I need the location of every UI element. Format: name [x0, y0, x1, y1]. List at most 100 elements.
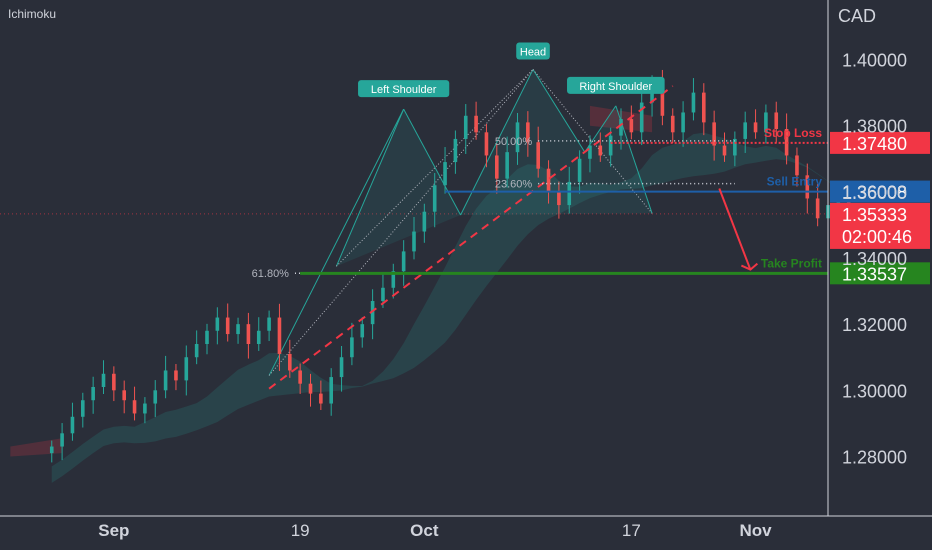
- y-tick-label: 1.32000: [842, 315, 907, 335]
- pattern-dotted-line: [268, 69, 534, 376]
- candle-body: [463, 115, 468, 139]
- candle-body: [526, 122, 530, 143]
- candle-body: [619, 119, 623, 136]
- candle-body: [484, 132, 489, 156]
- x-tick-label: Sep: [98, 521, 129, 540]
- currency-label: CAD: [838, 6, 877, 26]
- candle-body: [515, 122, 520, 153]
- candle-body: [205, 330, 209, 344]
- candle-body: [81, 400, 85, 417]
- candle-body: [598, 145, 603, 156]
- candle-body: [784, 129, 789, 156]
- indicator-name[interactable]: Ichimoku: [8, 7, 57, 21]
- price-tag-value: 1.37480: [842, 134, 907, 154]
- candle-body: [401, 251, 406, 272]
- pattern-fill: [336, 69, 653, 267]
- projection-arrow: [718, 188, 752, 270]
- candle-body: [681, 112, 685, 133]
- candle-body: [557, 191, 561, 206]
- candle-body: [453, 138, 458, 163]
- candle-body: [132, 400, 137, 414]
- candle-body: [795, 155, 799, 176]
- candle-body: [764, 112, 768, 133]
- candle-body: [267, 317, 271, 331]
- candle-body: [412, 231, 416, 252]
- candle-body: [629, 119, 634, 133]
- candle-body: [329, 377, 333, 404]
- candle-body: [288, 353, 292, 371]
- candle-body: [422, 211, 427, 232]
- time-axis: Sep 19 Oct 17 Nov: [0, 515, 932, 540]
- candle-body: [536, 142, 540, 169]
- candle-body: [143, 403, 147, 414]
- candle-body: [650, 86, 654, 103]
- candle-body: [236, 324, 240, 335]
- candle-body: [805, 175, 810, 199]
- candle-body: [298, 370, 302, 384]
- candle-body: [660, 86, 665, 116]
- candle-body: [722, 145, 727, 156]
- pattern-label-left-shoulder: Left Shoulder: [371, 84, 437, 96]
- pattern-dotted-line: [336, 69, 534, 267]
- y-tick-label: 1.34000: [842, 249, 907, 269]
- candle-body: [91, 387, 95, 401]
- candle-body: [60, 433, 64, 447]
- candle-body: [639, 102, 644, 133]
- level-label: Stop Loss: [764, 126, 822, 140]
- candle-body: [225, 317, 230, 335]
- candle-body: [184, 357, 189, 381]
- level-label: Sell Entry: [767, 175, 823, 189]
- fib-label: 50.00%: [495, 136, 533, 148]
- pattern-edge: [403, 108, 462, 216]
- candle-body: [577, 158, 582, 182]
- x-tick-label: 17: [622, 521, 641, 540]
- candle-body: [774, 112, 779, 129]
- candle-body: [308, 383, 313, 394]
- candle-body: [163, 370, 168, 391]
- price-tag: [830, 131, 930, 154]
- pattern-edge: [335, 108, 405, 267]
- candle-body: [381, 287, 385, 301]
- fib-label: 61.80%: [252, 268, 290, 280]
- pattern-edge: [532, 69, 586, 153]
- candle-body: [474, 115, 478, 133]
- candle-body: [370, 301, 375, 325]
- candle-body: [101, 373, 106, 387]
- price-tag-value: 1.33537: [842, 264, 907, 284]
- candle-body: [112, 373, 116, 391]
- price-axis: 1.28000 1.30000 1.32000 1.34000 1.36000 1.380…: [827, 0, 930, 516]
- level-label: Take Profit: [761, 256, 822, 270]
- candle-body: [815, 198, 820, 219]
- projection-arrow-head: [740, 262, 759, 271]
- price-tag: [830, 262, 930, 285]
- x-tick-label: Nov: [739, 521, 772, 540]
- cloud-bullish: [51, 132, 880, 483]
- candle-body: [443, 162, 447, 186]
- pattern-label-bg: [516, 42, 550, 60]
- candle-body: [49, 446, 54, 454]
- candle-body: [391, 271, 396, 288]
- candle-body: [495, 155, 499, 179]
- pattern-label-head: Head: [520, 46, 546, 58]
- cloud-bearish-left: [10, 438, 63, 457]
- candle-body: [505, 152, 509, 179]
- candle-body: [319, 393, 323, 404]
- candle-body: [256, 330, 261, 344]
- current-price-value: 1.35333: [842, 205, 907, 225]
- candle-body: [608, 135, 613, 156]
- pattern-dotted-line: [532, 69, 653, 214]
- fib-label: 23.60%: [495, 179, 533, 191]
- candle-body: [712, 122, 716, 146]
- candlesticks: [49, 69, 851, 463]
- candle-body: [174, 370, 178, 381]
- candle-body: [194, 344, 199, 358]
- candle-body: [691, 92, 696, 113]
- candle-body: [360, 324, 365, 338]
- price-tag-value: 1.36008: [842, 183, 907, 203]
- candle-body: [546, 168, 551, 192]
- current-price-tag: [830, 202, 930, 249]
- pattern-label-bg: [567, 76, 665, 94]
- pattern-edge: [268, 108, 405, 376]
